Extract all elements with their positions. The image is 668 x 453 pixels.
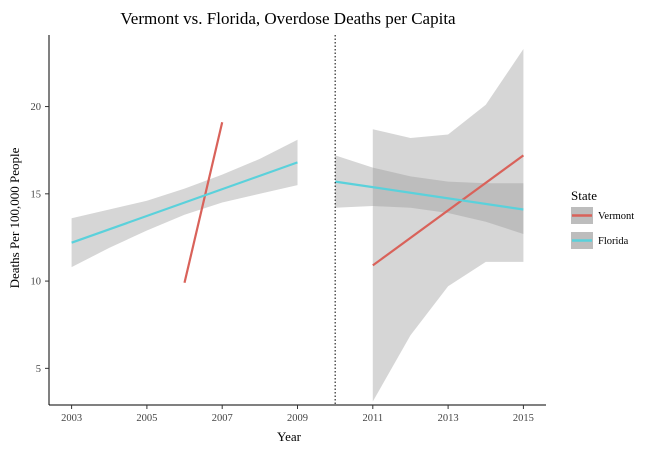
florida-line-1 — [71, 161, 298, 244]
vermont-band-2 — [372, 49, 524, 402]
x-tick-label: 2011 — [362, 413, 383, 424]
legend-label-florida: Florida — [598, 236, 629, 247]
x-axis-title: Year — [277, 429, 302, 444]
series-lines — [71, 122, 525, 284]
y-tick-label: 15 — [31, 189, 42, 200]
y-tick-label: 20 — [31, 102, 42, 113]
legend: State Vermont Florida — [571, 188, 634, 249]
x-tick-label: 2007 — [212, 413, 233, 424]
vermont-line-2 — [372, 154, 525, 267]
x-tick-label: 2003 — [61, 413, 82, 424]
x-tick-label: 2005 — [136, 413, 157, 424]
x-tick-label: 2013 — [438, 413, 459, 424]
confidence-bands — [71, 49, 524, 402]
legend-entries: Vermont Florida — [571, 207, 634, 249]
y-tick-label: 10 — [31, 277, 42, 288]
vermont-line-1 — [183, 122, 224, 284]
y-tick-label: 5 — [36, 364, 41, 375]
x-tick-label: 2015 — [513, 413, 534, 424]
legend-title: State — [571, 188, 597, 203]
florida-line-2 — [335, 180, 524, 211]
y-axis-title: Deaths Per 100,000 People — [7, 147, 22, 288]
x-tick-label: 2009 — [287, 413, 308, 424]
legend-label-vermont: Vermont — [598, 211, 634, 222]
chart-title: Vermont vs. Florida, Overdose Deaths per… — [120, 9, 456, 28]
x-ticks: 2003 2005 2007 2009 2011 2013 2015 — [61, 405, 534, 424]
y-ticks: 5 10 15 20 — [31, 102, 49, 375]
